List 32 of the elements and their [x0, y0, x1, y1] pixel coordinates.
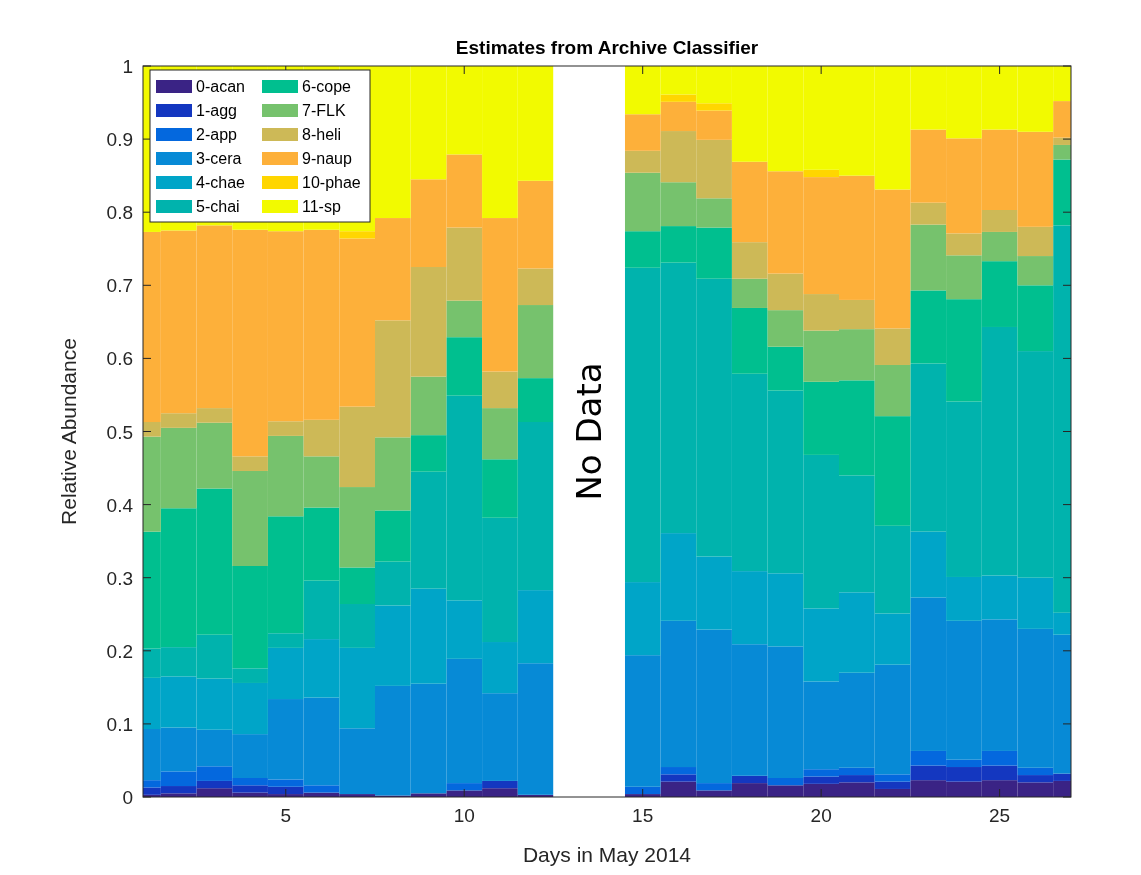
y-tick-label: 0.1: [106, 713, 133, 735]
legend-label: 1-agg: [196, 102, 237, 119]
y-tick-label: 0.7: [106, 275, 133, 297]
y-tick-label: 0.9: [106, 129, 133, 151]
y-tick-label: 0.4: [106, 494, 134, 516]
legend-label: 7-FLK: [302, 102, 346, 119]
legend-label: 0-acan: [196, 78, 245, 95]
x-tick-label: 20: [810, 805, 832, 826]
y-axis-title: Relative Abundance: [57, 338, 80, 525]
y-tick-label: 0.6: [106, 348, 133, 370]
y-tick-label: 0.3: [106, 567, 133, 589]
legend-label: 11-sp: [302, 198, 341, 215]
legend-label: 4-chae: [196, 174, 246, 191]
x-tick-label: 5: [280, 805, 292, 826]
legend-label: 6-cope: [302, 78, 352, 95]
band-label: No Data: [569, 362, 610, 501]
x-tick-label: 25: [989, 805, 1011, 826]
y-tick-label: 0.8: [106, 202, 133, 224]
y-tick-label: 1: [122, 56, 133, 77]
legend-label: 10-phae: [302, 174, 361, 191]
y-tick-label: 0.2: [106, 640, 133, 662]
x-tick-label: 15: [632, 805, 654, 826]
x-tick-label: 10: [453, 805, 475, 826]
y-tick-label: 0: [122, 787, 133, 808]
legend-label: 9-naup: [302, 150, 352, 167]
legend-label: 8-heli: [302, 126, 342, 143]
legend-label: 3-cera: [196, 150, 242, 167]
legend-label: 5-chai: [196, 198, 240, 215]
x-axis-title: Days in May 2014: [522, 843, 692, 866]
y-tick-label: 0.5: [106, 421, 133, 443]
chart-title: Estimates from Archive Classifier: [455, 37, 759, 58]
legend-label: 2-app: [196, 126, 238, 143]
